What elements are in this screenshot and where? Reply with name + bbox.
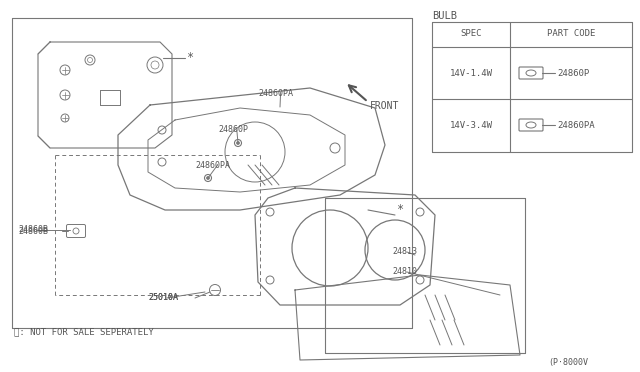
- Circle shape: [207, 176, 209, 180]
- Text: PART CODE: PART CODE: [547, 29, 595, 38]
- Text: *: *: [397, 203, 404, 217]
- Circle shape: [237, 141, 239, 144]
- Text: 24860B: 24860B: [18, 225, 48, 234]
- Text: FRONT: FRONT: [370, 101, 399, 111]
- Text: 24860PA: 24860PA: [557, 121, 595, 129]
- Text: 24810: 24810: [392, 267, 417, 276]
- Text: *: *: [187, 51, 194, 64]
- Text: 24860PA: 24860PA: [258, 89, 293, 97]
- Text: 24860P: 24860P: [557, 68, 589, 77]
- Text: BULB: BULB: [432, 11, 457, 21]
- Text: 24860PA: 24860PA: [195, 160, 230, 170]
- Text: 25010A: 25010A: [148, 294, 178, 302]
- Text: 24860B: 24860B: [18, 228, 48, 237]
- Text: ※: NOT FOR SALE SEPERATELY: ※: NOT FOR SALE SEPERATELY: [14, 327, 154, 337]
- Text: 14V-1.4W: 14V-1.4W: [449, 68, 493, 77]
- Text: 14V-3.4W: 14V-3.4W: [449, 121, 493, 129]
- Text: 24860P: 24860P: [218, 125, 248, 135]
- Text: SPEC: SPEC: [460, 29, 482, 38]
- Text: 25010A: 25010A: [148, 294, 178, 302]
- Text: 24813: 24813: [392, 247, 417, 257]
- Text: (P·8000V: (P·8000V: [548, 357, 588, 366]
